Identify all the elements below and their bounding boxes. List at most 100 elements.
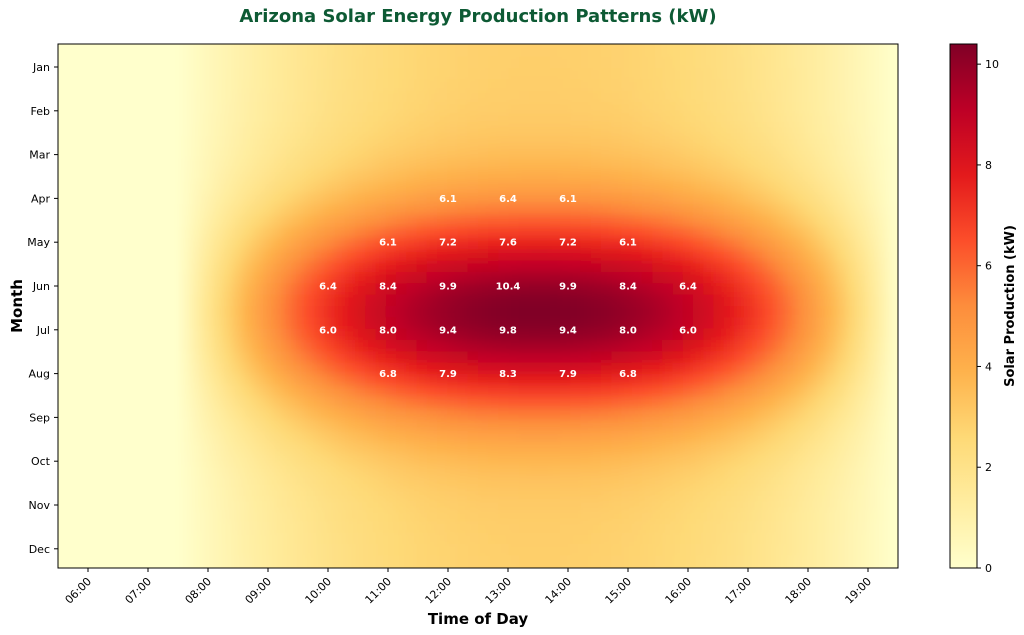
heat-cell <box>365 192 377 205</box>
heat-cell <box>334 419 346 432</box>
heat-cell <box>652 453 663 466</box>
heat-cell <box>846 45 858 58</box>
heat-cell <box>590 249 602 262</box>
heat-cell <box>641 294 653 307</box>
heat-cell <box>457 283 469 296</box>
heat-cell <box>703 90 715 103</box>
heat-cell <box>99 90 111 103</box>
heat-cell <box>467 260 479 273</box>
heat-cell <box>529 566 541 568</box>
heat-cell <box>181 45 192 58</box>
heat-cell <box>242 532 254 545</box>
heat-cell <box>795 204 807 216</box>
heat-cell <box>293 566 305 568</box>
heat-cell <box>478 510 489 522</box>
heat-cell <box>232 102 244 114</box>
heat-cell <box>795 487 807 500</box>
heat-cell <box>621 113 633 126</box>
heat-cell <box>150 408 162 420</box>
heat-cell <box>242 45 254 58</box>
heat-cell <box>631 317 643 330</box>
heat-cell <box>211 158 223 171</box>
heat-cell <box>611 170 622 182</box>
heat-cell <box>365 90 377 103</box>
heat-cell <box>58 476 70 488</box>
heat-cell <box>170 408 182 420</box>
heat-cell <box>713 68 725 80</box>
heat-cell <box>478 124 489 137</box>
heat-cell <box>836 147 848 160</box>
heat-cell <box>263 102 274 114</box>
heat-cell <box>570 476 581 488</box>
y-tick-label: Jul <box>36 324 50 337</box>
heat-cell <box>488 340 500 352</box>
heat-cell <box>611 45 622 58</box>
heat-cell <box>600 566 612 568</box>
heat-cell <box>447 408 459 420</box>
heat-cell <box>263 317 274 330</box>
heat-cell <box>590 464 602 477</box>
heat-cell <box>621 192 633 205</box>
heat-cell <box>447 90 459 103</box>
heat-cell <box>283 396 295 409</box>
heat-cell <box>58 79 70 92</box>
heat-cell <box>713 238 725 250</box>
heat-cell <box>314 544 326 556</box>
heat-cell <box>365 306 377 318</box>
heat-cell <box>682 283 694 296</box>
heat-cell <box>252 317 264 330</box>
heat-cell <box>344 45 356 58</box>
heat-cell <box>88 294 100 307</box>
heat-cell <box>181 44 192 46</box>
heat-cell <box>385 430 397 443</box>
heat-cell <box>897 238 898 250</box>
heat-cell <box>99 68 111 80</box>
heat-cell <box>559 56 571 69</box>
heat-cell <box>447 181 459 194</box>
heat-cell <box>785 453 796 466</box>
heat-cell <box>836 283 848 296</box>
heat-cell <box>283 294 295 307</box>
heat-cell <box>426 317 438 330</box>
heat-cell <box>805 476 817 488</box>
heat-cell <box>68 45 80 58</box>
heat-cell <box>447 464 459 477</box>
heat-cell <box>774 453 786 466</box>
heat-cell <box>355 544 366 556</box>
heat-cell <box>498 351 510 364</box>
heat-cell <box>365 79 377 92</box>
heat-cell <box>867 238 878 250</box>
heat-cell <box>897 510 898 522</box>
heat-cell <box>826 79 837 92</box>
heat-cell <box>600 215 612 228</box>
heat-cell <box>826 215 837 228</box>
heat-cell <box>733 68 745 80</box>
heat-cell <box>293 238 305 250</box>
heat-cell <box>846 374 858 386</box>
heat-cell <box>518 408 530 420</box>
heat-cell <box>887 328 898 341</box>
heat-cell <box>774 44 786 46</box>
heat-cell <box>129 430 141 443</box>
heat-cell <box>181 328 192 341</box>
heat-cell <box>467 56 479 69</box>
heat-cell <box>478 476 489 488</box>
heat-cell <box>795 442 807 454</box>
heat-cell <box>478 249 489 262</box>
heat-cell <box>140 158 151 171</box>
heat-cell <box>621 260 633 273</box>
heat-cell <box>518 544 530 556</box>
heat-cell <box>406 260 418 273</box>
heat-cell <box>662 521 674 534</box>
heat-cell <box>785 374 796 386</box>
heat-cell <box>621 238 633 250</box>
heat-cell <box>396 419 407 432</box>
heat-cell <box>508 136 520 148</box>
heat-cell <box>355 147 366 160</box>
heat-cell <box>344 442 356 454</box>
heat-cell <box>283 317 295 330</box>
heat-cell <box>242 90 254 103</box>
heat-cell <box>611 44 622 46</box>
heat-cell <box>273 430 285 443</box>
heat-cell <box>447 510 459 522</box>
